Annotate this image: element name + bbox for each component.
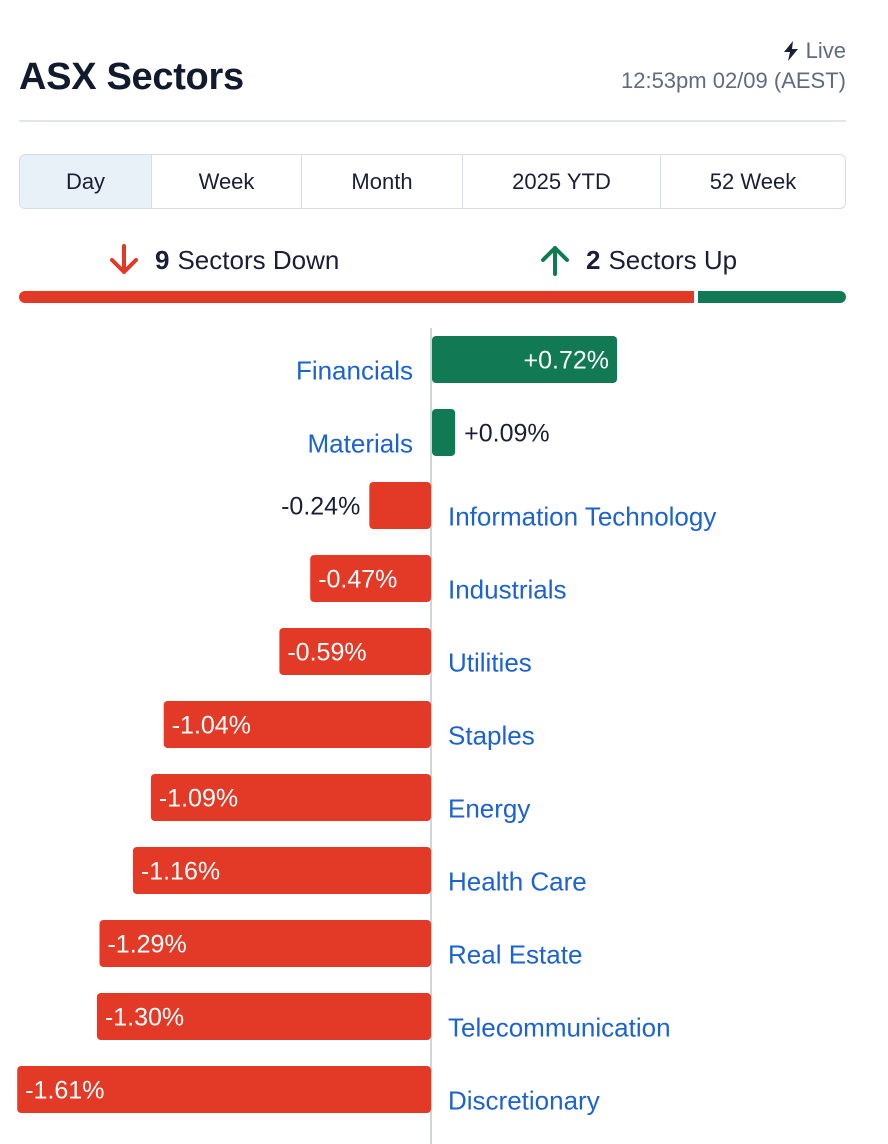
sector-link-health-care[interactable]: Health Care bbox=[448, 867, 587, 897]
value-label-industrials: -0.47% bbox=[318, 566, 397, 594]
tab-month[interactable]: Month bbox=[302, 155, 463, 208]
sectors-up-summary: 2 Sectors Up bbox=[538, 238, 737, 282]
sector-link-staples[interactable]: Staples bbox=[448, 721, 535, 751]
value-label-materials: +0.09% bbox=[464, 420, 550, 448]
bar-real-estate bbox=[99, 920, 431, 967]
bar-industrials bbox=[310, 555, 431, 602]
bar-discretionary bbox=[17, 1066, 431, 1113]
tab-day[interactable]: Day bbox=[20, 155, 152, 208]
value-label-utilities: -0.59% bbox=[287, 639, 366, 667]
bar-telecommunication bbox=[96, 993, 432, 1040]
lightning-icon bbox=[783, 41, 798, 61]
value-label-information-technology: -0.24% bbox=[281, 493, 360, 521]
sector-link-energy[interactable]: Energy bbox=[448, 794, 530, 824]
bar-materials bbox=[432, 409, 456, 456]
live-label: Live bbox=[805, 38, 846, 63]
sector-breadth-bar bbox=[0, 291, 888, 303]
sectors-up-count: 2 bbox=[586, 244, 601, 275]
sectors-up-fill bbox=[697, 291, 846, 303]
sectors-down-count: 9 bbox=[155, 244, 170, 275]
tab-52-week[interactable]: 52 Week bbox=[709, 168, 797, 194]
page-title: ASX Sectors bbox=[19, 56, 244, 98]
sector-link-financials[interactable]: Financials bbox=[296, 356, 413, 386]
bar-utilities bbox=[279, 628, 431, 675]
sector-link-information-technology[interactable]: Information Technology bbox=[448, 502, 716, 532]
bar-health-care bbox=[132, 847, 431, 894]
sector-link-materials[interactable]: Materials bbox=[308, 429, 413, 459]
arrow-up-icon bbox=[541, 246, 569, 276]
value-label-health-care: -1.16% bbox=[141, 858, 220, 886]
tab-week[interactable]: Week bbox=[152, 155, 302, 208]
bar-information-technology bbox=[369, 482, 431, 529]
bar-staples bbox=[163, 701, 431, 748]
bar-energy bbox=[150, 774, 431, 821]
value-label-financials: +0.72% bbox=[524, 347, 610, 375]
value-label-real-estate: -1.29% bbox=[107, 931, 186, 959]
header: ASX Sectors Live 12:53pm 02/09 (AEST) bbox=[19, 36, 846, 122]
sectors-down-fill bbox=[19, 291, 694, 303]
sectors-up-label: Sectors Up bbox=[608, 244, 738, 275]
value-label-telecommunication: -1.30% bbox=[105, 1004, 184, 1032]
sector-link-telecommunication[interactable]: Telecommunication bbox=[448, 1013, 671, 1043]
value-label-energy: -1.09% bbox=[159, 785, 238, 813]
sectors-down-summary: 9 Sectors Down bbox=[107, 238, 339, 282]
sectors-down-label: Sectors Down bbox=[177, 244, 340, 275]
sector-link-real-estate[interactable]: Real Estate bbox=[448, 940, 582, 970]
sector-link-utilities[interactable]: Utilities bbox=[448, 648, 532, 678]
value-label-staples: -1.04% bbox=[172, 712, 251, 740]
arrow-down-icon bbox=[110, 244, 138, 274]
tab-2025-ytd[interactable]: 2025 YTD bbox=[463, 155, 661, 208]
value-label-discretionary: -1.61% bbox=[25, 1077, 104, 1105]
sector-link-discretionary[interactable]: Discretionary bbox=[448, 1086, 600, 1116]
bar-financials bbox=[432, 336, 618, 383]
live-indicator: Live bbox=[782, 38, 846, 64]
period-tabs: Day Week Month 2025 YTD 52 Week bbox=[19, 154, 846, 209]
timestamp: 12:53pm 02/09 (AEST) bbox=[620, 68, 846, 93]
sector-link-industrials[interactable]: Industrials bbox=[448, 575, 567, 605]
